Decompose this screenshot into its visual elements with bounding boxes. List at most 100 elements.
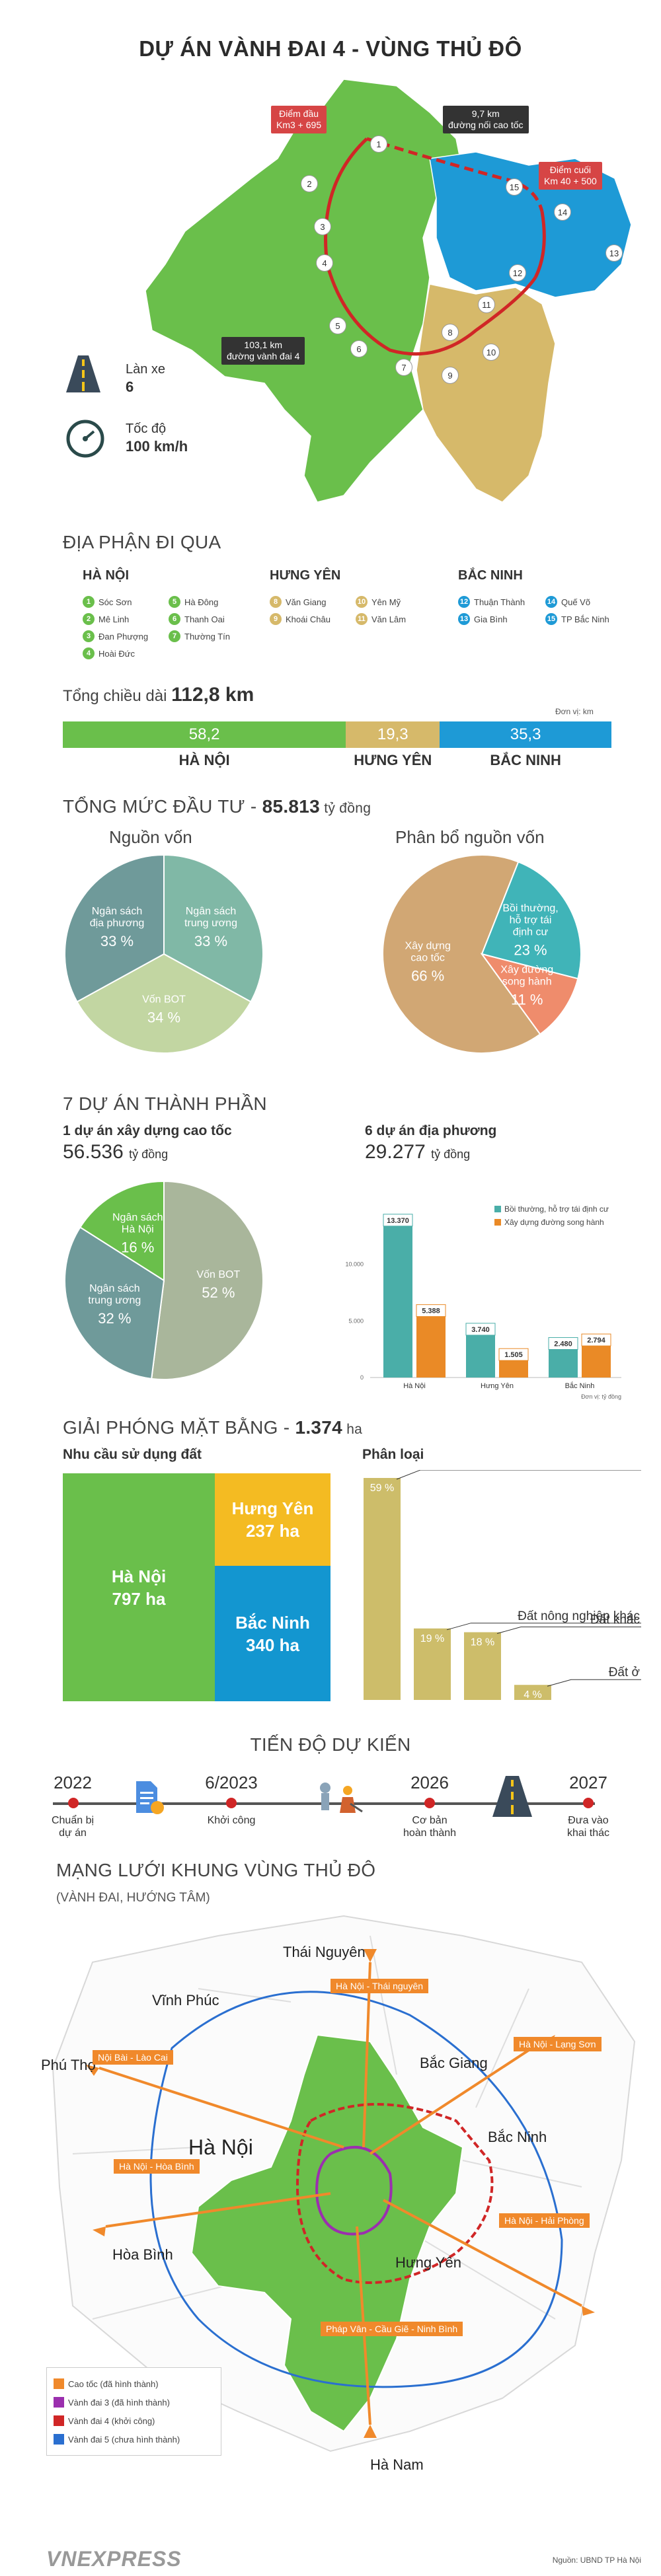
route-noibai-laocai: Nội Bài - Lào Cai	[93, 2050, 173, 2065]
network-title: MẠNG LƯỚI KHUNG VÙNG THỦ ĐÔ	[56, 1860, 376, 1880]
timeline-dot	[424, 1798, 435, 1808]
city-bac-giang: Bắc Giang	[420, 2055, 488, 2071]
land-class-title: Phân loại	[362, 1447, 424, 1462]
category-label: Bắc Ninh	[565, 1381, 595, 1390]
hanoi-district-list-2: 5 Hà Đông 6 Thanh Oai 7 Thường Tín	[169, 593, 261, 645]
pie-value: 33 %	[100, 933, 134, 949]
route-hanoi-haiphong: Hà Nội - Hải Phòng	[499, 2213, 590, 2228]
length-bar-segment: 58,2	[63, 721, 346, 748]
pie-value: 66 %	[411, 967, 444, 984]
ring-road-callout: 103,1 km đường vành đai 4	[221, 337, 305, 365]
length-heading: Tổng chiều dài 112,8 km	[63, 684, 254, 706]
page-title: DỰ ÁN VÀNH ĐAI 4 - VÙNG THỦ ĐÔ	[139, 36, 522, 61]
pie-slice	[151, 1180, 264, 1380]
bar	[416, 1316, 446, 1378]
length-unit-note: Đơn vị: km	[555, 707, 594, 716]
category-label: Hưng Yên	[481, 1382, 514, 1390]
timeline-title: TIẾN ĐỘ DỰ KIẾN	[250, 1734, 411, 1755]
bar-value-label: 59 %	[370, 1483, 394, 1494]
category-label: Đất khác	[590, 1613, 640, 1627]
network-legend: Cao tốc (đã hình thành) Vành đai 3 (đã h…	[46, 2367, 221, 2456]
investment-title: TỔNG MỨC ĐẦU TƯ - 85.813 tỷ đồng	[63, 796, 371, 817]
lanes-value: 6	[126, 379, 134, 395]
treemap-hanoi: Hà Nội 797 ha	[63, 1473, 215, 1701]
treemap-hungyen: Hưng Yên 237 ha	[215, 1473, 330, 1566]
district-item: 7 Thường Tín	[169, 628, 261, 645]
category-label: Hà Nội	[403, 1382, 426, 1390]
district-item: 11 Văn Lâm	[356, 610, 448, 628]
map-number: 2	[301, 175, 318, 192]
map-number: 4	[316, 254, 333, 272]
hungyen-heading: HƯNG YÊN	[270, 568, 341, 583]
map-number: 9	[442, 367, 459, 384]
bar-value-label: 19 %	[420, 1633, 444, 1644]
legend-item: Cao tốc (đã hình thành)	[54, 2374, 214, 2393]
bar-value-label: 2.794	[587, 1337, 605, 1344]
length-segment-label: HƯNG YÊN	[354, 752, 432, 768]
district-item: 15 TP Bắc Ninh	[545, 610, 644, 628]
route-hanoi-hoabinh: Hà Nội - Hòa Bình	[114, 2159, 200, 2174]
map-number: 12	[509, 264, 526, 281]
bar	[414, 1628, 451, 1700]
bar-legend: Bồi thường, hỗ trợ tái định cư Xây dựng …	[494, 1204, 609, 1227]
pie-label: Xây dựng cao tốc	[405, 940, 450, 963]
map-number: 15	[506, 178, 523, 196]
pie-value: 11 %	[511, 991, 543, 1008]
areas-title: ĐỊA PHẬN ĐI QUA	[63, 532, 221, 552]
timeline-dot	[68, 1798, 79, 1808]
bar-value-label: 2.480	[554, 1340, 572, 1348]
hungyen-region	[416, 283, 556, 503]
timeline-text: Cơ bản hoàn thành	[403, 1815, 457, 1839]
axis-tick: 5.000	[348, 1317, 364, 1324]
map-number: 14	[554, 203, 571, 221]
city-bac-ninh: Bắc Ninh	[488, 2129, 547, 2145]
pie-slice	[64, 854, 165, 1003]
land-class-bar-chart: 59 %Đất trồng lúa19 %Đất nông nghiệp khá…	[364, 1470, 641, 1701]
ring-road-line	[324, 137, 537, 356]
district-item: 8 Văn Giang	[270, 593, 362, 610]
speed-label: Tốc độ	[126, 422, 167, 436]
bacninh-heading: BẮC NINH	[458, 568, 523, 583]
expressway-link-line	[366, 137, 544, 212]
length-bar-labels: HÀ NỘI HƯNG YÊN BẮC NINH	[63, 752, 611, 772]
district-item: 10 Yên Mỹ	[356, 593, 448, 610]
legend-item: Vành đai 5 (chưa hình thành)	[54, 2430, 214, 2448]
hanoi-heading: HÀ NỘI	[83, 568, 129, 583]
map-number: 6	[350, 340, 368, 357]
project2-value: 29.277 tỷ đồng	[365, 1141, 471, 1163]
category-label: Đất nông nghiệp khác	[518, 1609, 640, 1623]
pie-slice	[76, 953, 252, 1054]
legend-item: Vành đai 3 (đã hình thành)	[54, 2393, 214, 2411]
map-number: 10	[483, 344, 500, 361]
pie-label: Xây đường song hành	[500, 964, 553, 987]
hungyen-district-list-2: 10 Yên Mỹ 11 Văn Lâm	[356, 593, 448, 628]
district-item: 9 Khoái Châu	[270, 610, 362, 628]
length-segment-label: BẮC NINH	[490, 752, 561, 768]
district-item: 13 Gia Bình	[458, 610, 557, 628]
unit-note: Đơn vị: tỷ đồng	[581, 1393, 621, 1400]
pie-value: 34 %	[147, 1010, 180, 1026]
allocation-title: Phân bổ nguồn vốn	[395, 827, 545, 847]
pie-value: 52 %	[202, 1284, 235, 1301]
map-number: 3	[314, 218, 331, 235]
bar-value-label: 5.388	[422, 1307, 440, 1315]
pie-label: Vốn BOT	[196, 1269, 240, 1280]
ring5-line	[149, 1991, 563, 2388]
speed-value: 100 km/h	[126, 438, 188, 455]
pie-label: Ngân sách trung ương	[88, 1283, 141, 1306]
timeline-dot	[583, 1798, 594, 1808]
bar-value-label: 1.505	[504, 1351, 523, 1359]
bacninh-district-list: 12 Thuận Thành 13 Gia Bình	[458, 593, 557, 628]
map-number: 5	[329, 317, 346, 334]
pie-value: 23 %	[514, 942, 547, 959]
district-item: 5 Hà Đông	[169, 593, 261, 610]
length-bar-segment: 35,3	[440, 721, 611, 748]
city-hoa-binh: Hòa Bình	[112, 2246, 173, 2263]
project-pie-chart: Vốn BOT 52 % Ngân sách trung ương 32 % Ngân s…	[64, 1180, 264, 1380]
network-subtitle: (VÀNH ĐAI, HƯỚNG TÂM)	[56, 1891, 210, 1905]
project1-title: 1 dự án xây dựng cao tốc	[63, 1123, 232, 1138]
treemap-bacninh: Bắc Ninh 340 ha	[215, 1566, 330, 1701]
bar	[582, 1346, 611, 1378]
bar	[499, 1360, 528, 1378]
